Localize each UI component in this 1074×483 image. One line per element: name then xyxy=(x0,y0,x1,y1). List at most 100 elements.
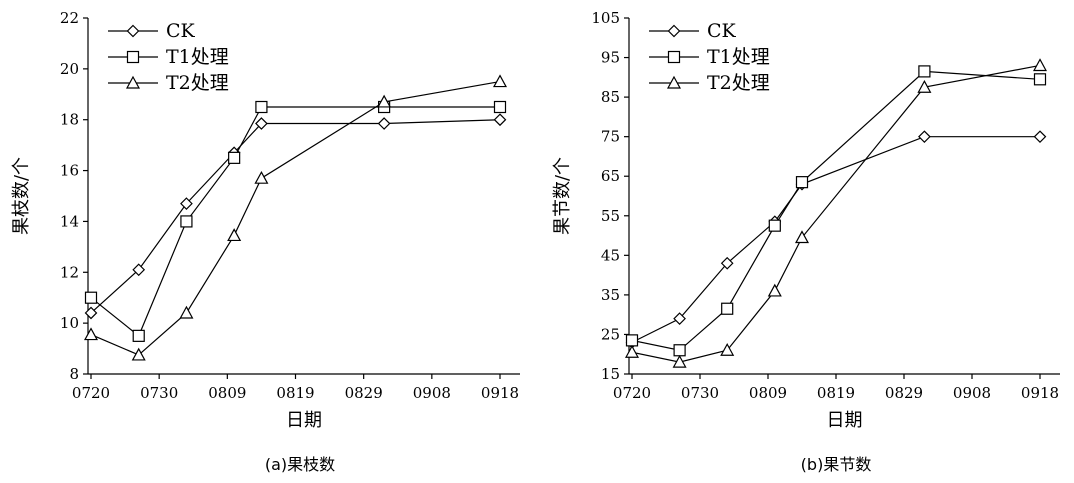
x-tick-label: 0819 xyxy=(817,384,855,402)
y-axis-title: 果节数/个 xyxy=(552,157,573,235)
data-point xyxy=(493,113,507,127)
series-ck-0 xyxy=(84,113,507,320)
x-tick-label: 0730 xyxy=(140,384,178,402)
legend-label: T1处理 xyxy=(707,46,770,68)
data-point xyxy=(132,263,146,277)
legend: CK T1处理 T2处理 xyxy=(649,20,770,94)
data-point xyxy=(255,117,268,130)
data-point xyxy=(227,228,242,242)
panel-caption: (b)果节数 xyxy=(801,455,872,474)
x-tick-label: 0730 xyxy=(681,384,719,402)
x-tick-label: 0908 xyxy=(413,384,451,402)
data-point xyxy=(720,256,734,270)
data-point xyxy=(492,74,508,88)
y-axis-title: 果枝数/个 xyxy=(11,157,32,235)
legend-marker-square-icon xyxy=(126,50,140,64)
x-tick-label: 0809 xyxy=(208,384,246,402)
chart-panel-b: 15 25 35 45 55 65 75 85 95 105 0720 0730 0809 0819 082… xyxy=(552,9,1060,474)
x-tick-label: 0918 xyxy=(1021,384,1059,402)
y-tick-label: 95 xyxy=(601,49,620,67)
data-point xyxy=(180,215,193,228)
series-line xyxy=(90,80,501,356)
data-point xyxy=(917,79,932,93)
chart-panel-a: 8 10 12 14 16 18 20 22 0720 0730 0809 0819 0829 0908 0… xyxy=(11,9,520,474)
series-line xyxy=(90,119,501,314)
data-point xyxy=(83,327,99,341)
data-point xyxy=(767,283,782,297)
data-point xyxy=(768,219,781,232)
legend-label: CK xyxy=(707,20,737,42)
series-t1-1 xyxy=(84,100,507,342)
data-point xyxy=(1033,73,1047,86)
data-point xyxy=(795,176,809,189)
data-point xyxy=(672,354,687,368)
y-tick-label: 65 xyxy=(601,167,620,185)
data-point xyxy=(918,65,931,78)
data-point xyxy=(377,94,392,108)
y-tick-label: 18 xyxy=(60,111,79,129)
data-point xyxy=(673,312,686,325)
y-tick-label: 45 xyxy=(601,246,620,264)
legend-label: T2处理 xyxy=(707,72,770,94)
legend-marker-square-icon xyxy=(667,50,681,64)
y-tick-label: 14 xyxy=(60,212,79,230)
x-tick-label: 0829 xyxy=(885,384,923,402)
y-tick-label: 8 xyxy=(69,365,79,383)
data-point xyxy=(179,305,194,319)
x-tick-label: 0819 xyxy=(276,384,314,402)
x-axis-title: 日期 xyxy=(286,410,322,431)
data-point xyxy=(625,334,639,347)
x-tick-label: 0908 xyxy=(953,384,991,402)
series-line xyxy=(631,64,1041,363)
data-point xyxy=(254,170,269,184)
data-point xyxy=(794,230,810,244)
legend-marker-diamond-icon xyxy=(667,24,681,38)
y-tick-label: 10 xyxy=(60,314,79,332)
data-point xyxy=(377,117,391,130)
x-tick-label: 0720 xyxy=(72,384,110,402)
y-tick-label: 105 xyxy=(591,9,620,27)
panel-caption: (a)果枝数 xyxy=(265,455,335,474)
x-tick-label: 0720 xyxy=(613,384,651,402)
series-line xyxy=(631,70,1041,351)
legend-label: CK xyxy=(166,20,196,42)
y-tick-label: 15 xyxy=(601,365,620,383)
series-line xyxy=(90,106,500,337)
x-tick-label: 0809 xyxy=(749,384,787,402)
y-tick-label: 25 xyxy=(601,325,620,343)
x-tick-label: 0829 xyxy=(345,384,383,402)
series-t1-1 xyxy=(625,65,1047,357)
y-tick-label: 35 xyxy=(601,286,620,304)
data-point xyxy=(84,291,98,304)
data-point xyxy=(720,343,735,356)
y-tick-label: 85 xyxy=(601,88,620,106)
series-ck-0 xyxy=(625,130,1047,349)
legend-label: T1处理 xyxy=(166,46,229,68)
series-t2-2 xyxy=(83,74,508,361)
y-tick-label: 55 xyxy=(601,207,620,225)
legend-label: T2处理 xyxy=(166,72,229,94)
data-point xyxy=(131,347,146,361)
y-tick-label: 22 xyxy=(60,9,79,27)
y-tick-label: 16 xyxy=(60,162,79,180)
data-point xyxy=(721,302,734,315)
data-point xyxy=(228,151,241,164)
data-point xyxy=(84,306,98,320)
data-point xyxy=(255,100,268,114)
data-point xyxy=(624,344,640,358)
data-point xyxy=(1033,130,1047,144)
data-point xyxy=(1032,58,1048,72)
y-tick-label: 20 xyxy=(60,60,79,78)
data-point xyxy=(180,197,193,210)
legend-marker-triangle-icon xyxy=(125,75,141,89)
data-point xyxy=(493,100,507,114)
legend-marker-triangle-icon xyxy=(666,75,682,89)
series-line xyxy=(631,136,1040,343)
legend: CK T1处理 T2处理 xyxy=(108,20,229,94)
x-tick-label: 0918 xyxy=(481,384,519,402)
data-point xyxy=(918,130,931,144)
legend-marker-diamond-icon xyxy=(126,24,140,38)
data-point xyxy=(673,344,686,357)
